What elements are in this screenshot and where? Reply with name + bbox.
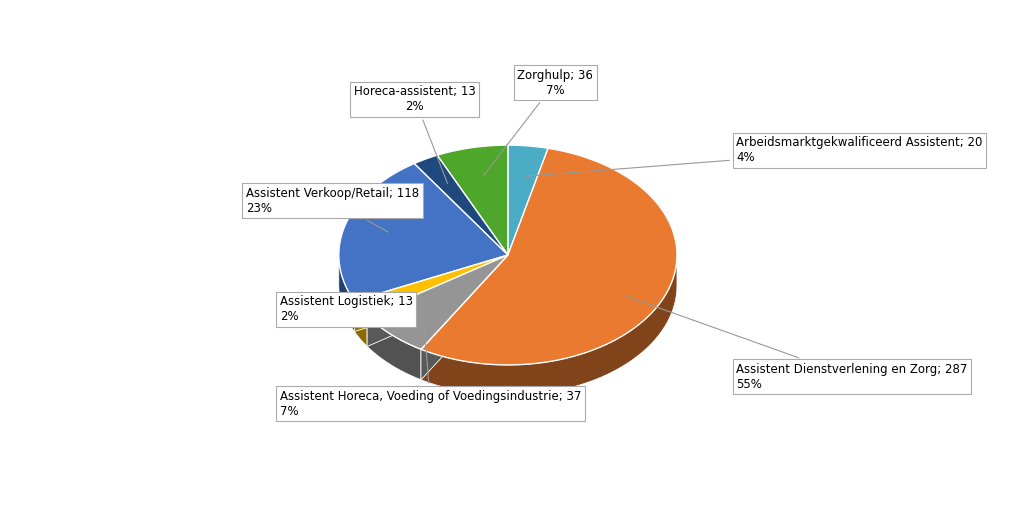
Text: Zorghulp; 36
7%: Zorghulp; 36 7% [483,69,593,176]
Polygon shape [354,301,368,346]
Text: Assistent Verkoop/Retail; 118
23%: Assistent Verkoop/Retail; 118 23% [246,187,419,232]
Polygon shape [339,164,508,301]
Polygon shape [368,255,508,349]
Polygon shape [421,148,677,365]
Polygon shape [354,255,508,331]
Polygon shape [339,255,354,331]
Polygon shape [421,255,508,380]
Text: Assistent Logistiek; 13
2%: Assistent Logistiek; 13 2% [280,295,413,323]
Polygon shape [368,255,508,346]
Polygon shape [437,145,508,255]
Polygon shape [354,255,508,316]
Polygon shape [354,255,508,331]
Polygon shape [421,255,508,380]
Polygon shape [508,145,548,255]
Polygon shape [368,316,421,380]
Polygon shape [414,155,508,255]
Polygon shape [421,256,677,395]
Text: Assistent Dienstverlening en Zorg; 287
55%: Assistent Dienstverlening en Zorg; 287 5… [624,295,968,391]
Polygon shape [368,255,508,346]
Text: Arbeidsmarktgekwalificeerd Assistent; 20
4%: Arbeidsmarktgekwalificeerd Assistent; 20… [525,136,982,176]
Text: Horeca-assistent; 13
2%: Horeca-assistent; 13 2% [354,85,476,183]
Text: Assistent Horeca, Voeding of Voedingsindustrie; 37
7%: Assistent Horeca, Voeding of Voedingsind… [280,324,581,418]
